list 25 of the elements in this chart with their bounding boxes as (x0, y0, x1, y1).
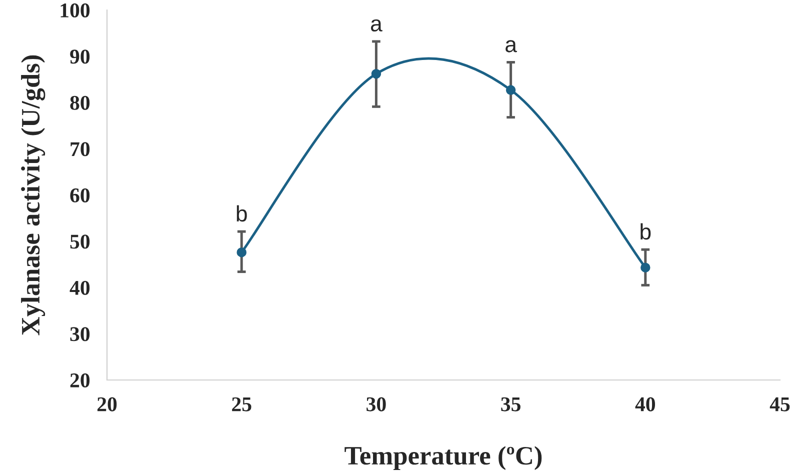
y-tick-label: 80 (70, 96, 90, 110)
y-tick-label: 90 (70, 50, 90, 64)
annotation: b (640, 223, 651, 240)
y-axis-title: Xylanase activity (U/gds) (21, 55, 46, 336)
x-tick-label: 30 (366, 397, 386, 412)
y-tick-label: 70 (70, 142, 90, 156)
y-tick-label: 40 (70, 280, 90, 295)
point (506, 85, 516, 95)
y-tick-label: 60 (70, 188, 90, 202)
point (371, 68, 382, 79)
y-tick-label: 30 (70, 327, 90, 342)
y-tick-label: 50 (70, 234, 90, 249)
x-axis-title: Temperature (ºC) (344, 446, 542, 470)
annotation: b (236, 205, 247, 222)
y-tick-label: 20 (70, 373, 90, 388)
x-tick-label: 25 (232, 397, 252, 412)
x-tick-label: 40 (635, 397, 656, 412)
point (640, 262, 650, 272)
annotation: a (506, 40, 517, 52)
y-tick-label: 100 (60, 3, 90, 18)
x-tick-label: 20 (97, 397, 117, 412)
point (236, 247, 246, 258)
x-tick-label: 35 (501, 397, 520, 412)
annotation: a (370, 19, 382, 32)
x-tick-label: 45 (770, 397, 790, 412)
